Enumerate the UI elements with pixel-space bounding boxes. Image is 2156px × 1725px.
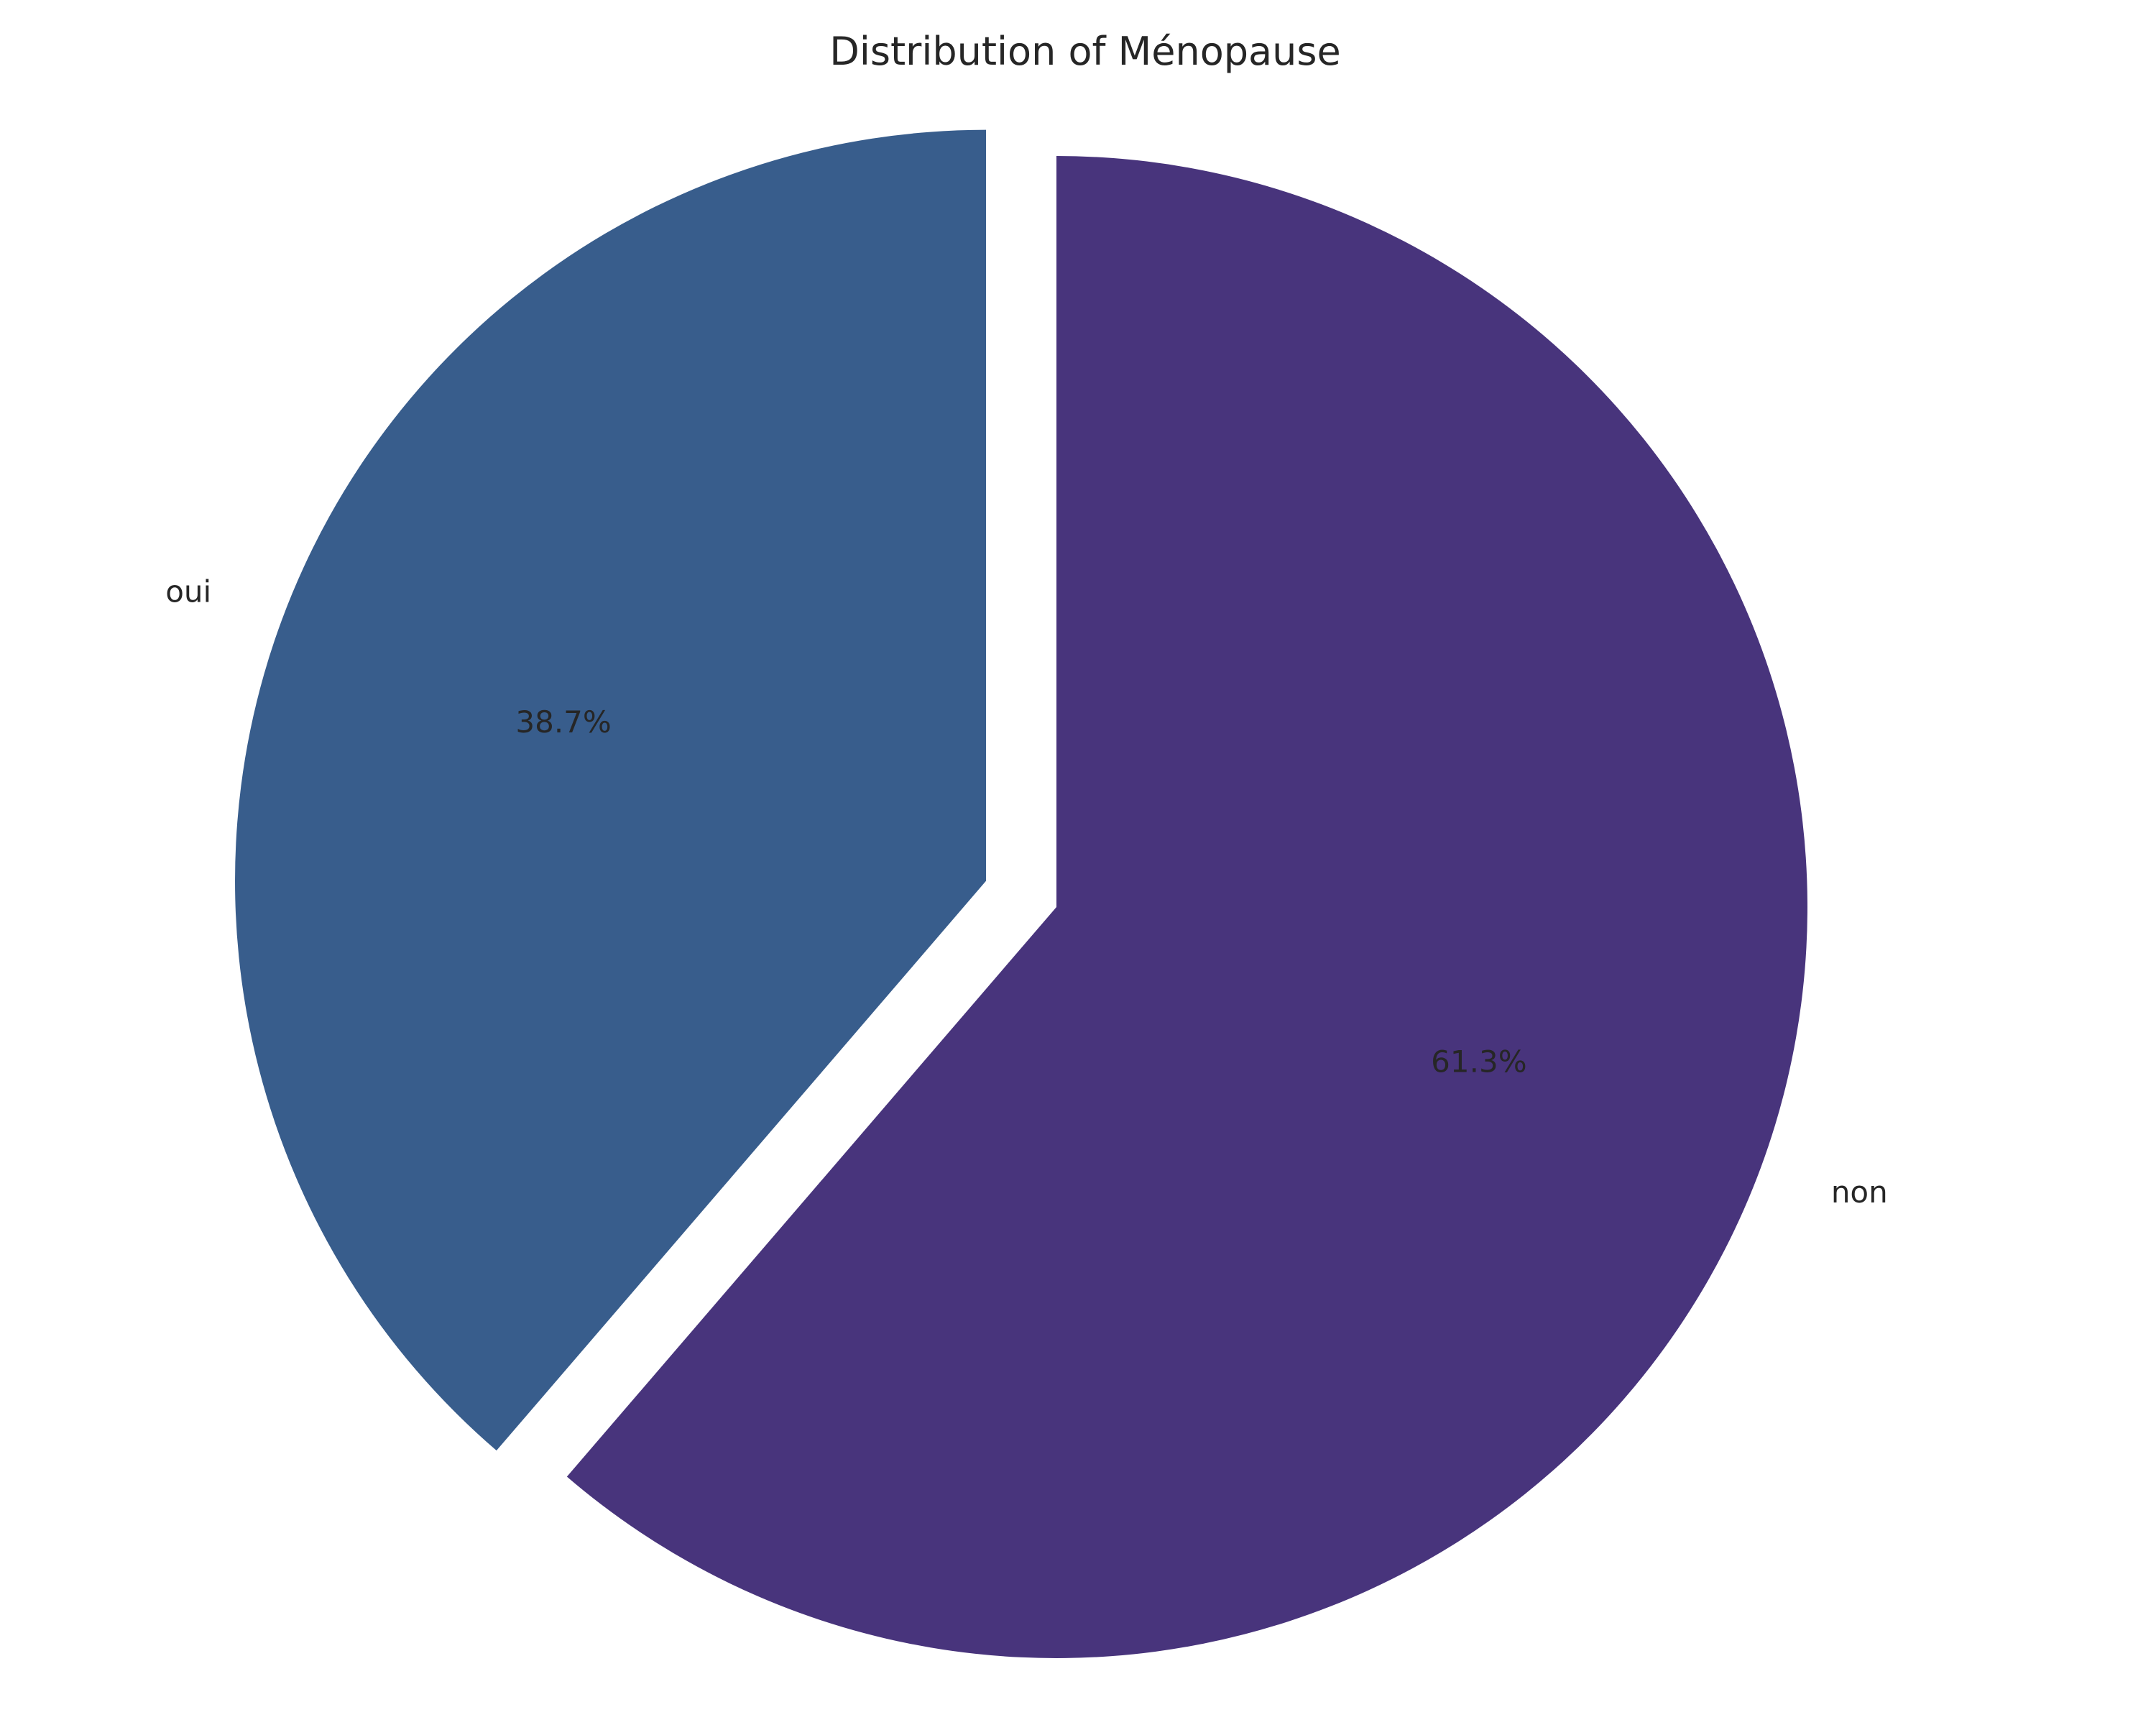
pie-labels: non 61.3% oui 38.7%: [165, 574, 1888, 1210]
slice-label-non: non: [1831, 1174, 1888, 1210]
slice-percent-oui: 38.7%: [515, 704, 611, 740]
pie-slice-oui: [235, 129, 987, 1451]
slice-label-oui: oui: [165, 574, 211, 610]
slice-percent-non: 61.3%: [1431, 1044, 1526, 1079]
pie-slice-non: [566, 156, 1807, 1658]
pie-slices: [235, 129, 1807, 1658]
chart-title: Distribution of Ménopause: [829, 29, 1340, 74]
